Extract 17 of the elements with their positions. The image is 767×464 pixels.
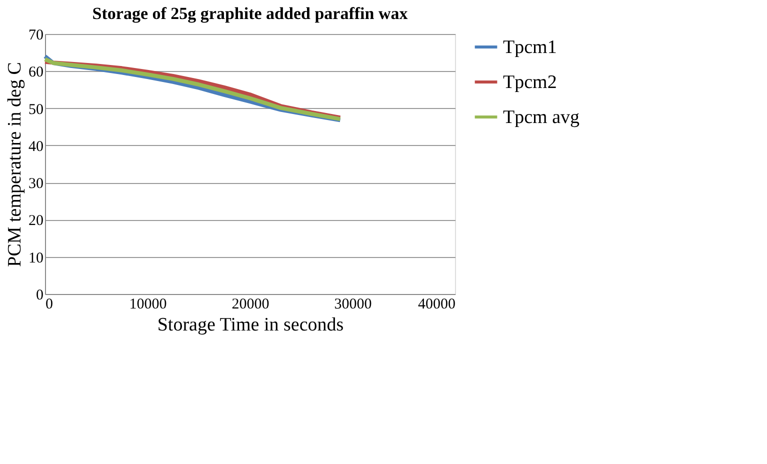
y-tick-label: 70 bbox=[28, 28, 44, 44]
x-tick-label: 40000 bbox=[418, 296, 456, 312]
y-tick-label: 30 bbox=[28, 176, 44, 192]
x-axis-title: Storage Time in seconds bbox=[157, 314, 344, 336]
y-tick-label: 60 bbox=[28, 64, 44, 81]
x-tick-label: 10000 bbox=[129, 296, 167, 312]
y-axis-title: PCM temperature in deg C bbox=[4, 62, 26, 267]
legend-label: Tpcm1 bbox=[503, 37, 557, 58]
y-tick-label: 10 bbox=[28, 250, 44, 266]
x-tick-label: 20000 bbox=[232, 296, 270, 312]
legend-label: Tpcm2 bbox=[503, 72, 557, 93]
y-tick-label: 40 bbox=[28, 138, 44, 155]
x-tick-label: 30000 bbox=[334, 296, 372, 312]
legend-label: Tpcm avg bbox=[503, 107, 580, 128]
chart-title: Storage of 25g graphite added paraffin wax bbox=[92, 4, 408, 23]
y-tick-label: 20 bbox=[28, 213, 44, 230]
y-tick-label: 50 bbox=[28, 102, 44, 118]
